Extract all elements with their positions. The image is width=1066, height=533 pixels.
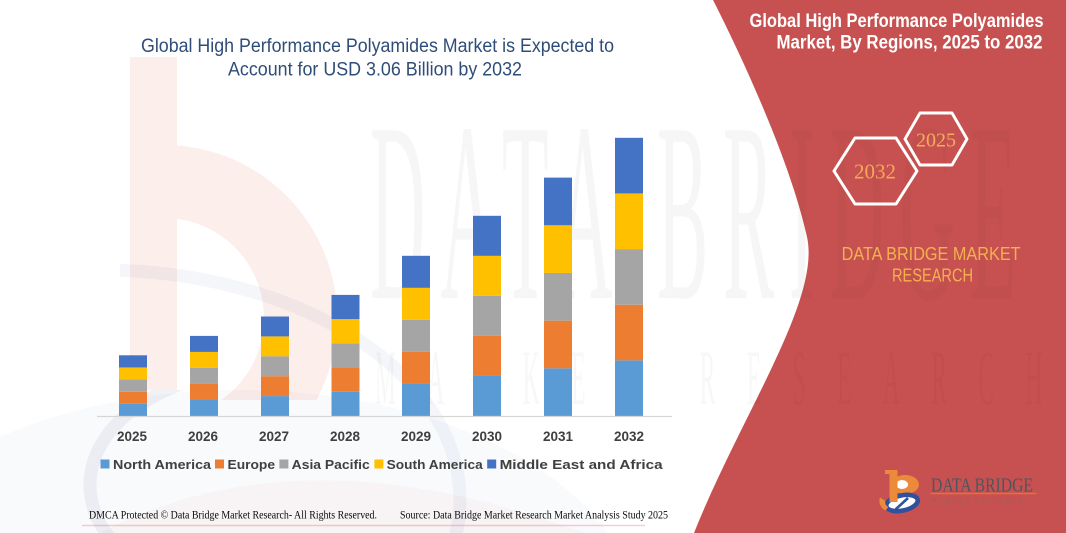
svg-text:Europe: Europe xyxy=(228,457,276,472)
svg-text:MARKET RESEARCH: MARKET RESEARCH xyxy=(931,498,1025,505)
svg-text:2028: 2028 xyxy=(330,429,361,444)
svg-text:DATA BRIDGE: DATA BRIDGE xyxy=(931,475,1033,497)
svg-text:2031: 2031 xyxy=(543,429,574,444)
svg-text:2030: 2030 xyxy=(472,429,502,444)
svg-text:Asia Pacific: Asia Pacific xyxy=(292,457,370,472)
svg-text:2025: 2025 xyxy=(117,429,148,444)
svg-text:2025: 2025 xyxy=(916,130,956,152)
svg-text:2027: 2027 xyxy=(259,429,289,444)
svg-text:2032: 2032 xyxy=(614,429,644,444)
svg-text:2032: 2032 xyxy=(854,160,896,184)
svg-text:Middle East and Africa: Middle East and Africa xyxy=(500,457,664,472)
svg-text:Market, By Regions, 2025 to 20: Market, By Regions, 2025 to 2032 xyxy=(777,33,1043,54)
svg-text:2026: 2026 xyxy=(188,429,219,444)
svg-text:Global High Performance Polyam: Global High Performance Polyamides xyxy=(750,11,1044,32)
svg-text:South America: South America xyxy=(387,457,484,472)
svg-text:Global High Performance Polyam: Global High Performance Polyamides Marke… xyxy=(141,36,614,57)
svg-text:Source: Data Bridge Market Res: Source: Data Bridge Market Research Mark… xyxy=(400,510,668,522)
svg-text:RESEARCH: RESEARCH xyxy=(892,266,973,286)
svg-text:DMCA Protected © Data Bridge M: DMCA Protected © Data Bridge Market Rese… xyxy=(89,508,377,522)
svg-text:DATA BRIDGE MARKET: DATA BRIDGE MARKET xyxy=(842,244,1021,264)
svg-text:2029: 2029 xyxy=(401,429,431,444)
svg-text:North America: North America xyxy=(113,457,212,472)
svg-text:Account for USD 3.06 Billion b: Account for USD 3.06 Billion by 2032 xyxy=(228,60,522,81)
